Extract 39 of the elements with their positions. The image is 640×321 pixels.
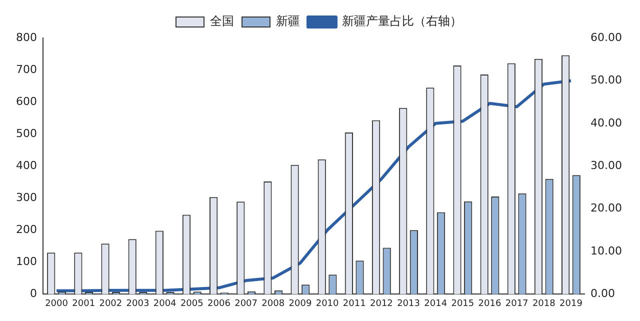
legend-label: 新疆 (276, 14, 300, 28)
x-tick-label: 2012 (370, 298, 393, 309)
x-tick-label: 2006 (208, 298, 231, 309)
y2-tick-label: 40.00 (590, 116, 622, 130)
y2-tick-label: 30.00 (590, 158, 622, 172)
y2-tick-label: 20.00 (590, 202, 622, 215)
x-tick-label: 2008 (262, 298, 285, 309)
legend-label: 新疆产量占比（右轴） (342, 14, 462, 28)
x-tick-label: 2011 (342, 298, 366, 309)
y2-tick-label: 60.00 (590, 30, 622, 44)
x-tick-label: 2014 (424, 298, 448, 309)
y-tick-label: 400 (16, 158, 37, 172)
x-tick-label: 2013 (397, 298, 420, 309)
y2-tick-label: 50.00 (590, 74, 622, 87)
y2-tick-label: 10.00 (590, 244, 622, 258)
y-tick-label: 0 (30, 287, 37, 300)
x-tick-label: 2005 (180, 298, 204, 309)
x-tick-label: 2018 (532, 298, 556, 309)
x-tick-label: 2015 (451, 298, 474, 309)
y-tick-label: 500 (16, 126, 37, 140)
x-tick-label: 2001 (72, 298, 96, 309)
x-tick-label: 2002 (99, 298, 122, 309)
x-tick-label: 2010 (316, 298, 340, 309)
x-tick-label: 2016 (478, 298, 502, 309)
y-tick-label: 600 (16, 94, 37, 108)
y-tick-label: 200 (16, 223, 37, 236)
x-tick-label: 2003 (126, 298, 150, 309)
y2-tick-label: 0.00 (590, 287, 616, 300)
y-tick-label: 700 (16, 62, 37, 76)
y-tick-label: 300 (16, 190, 37, 204)
y-tick-label: 100 (16, 255, 37, 268)
x-tick-label: 2017 (505, 298, 528, 309)
x-tick-label: 2007 (234, 298, 258, 309)
x-tick-label: 2019 (560, 298, 583, 309)
x-tick-label: 2004 (153, 298, 177, 309)
x-tick-label: 2009 (288, 298, 312, 309)
y-tick-label: 800 (16, 30, 37, 44)
x-tick-label: 2000 (45, 298, 68, 309)
legend-label: 全国 (210, 14, 234, 28)
